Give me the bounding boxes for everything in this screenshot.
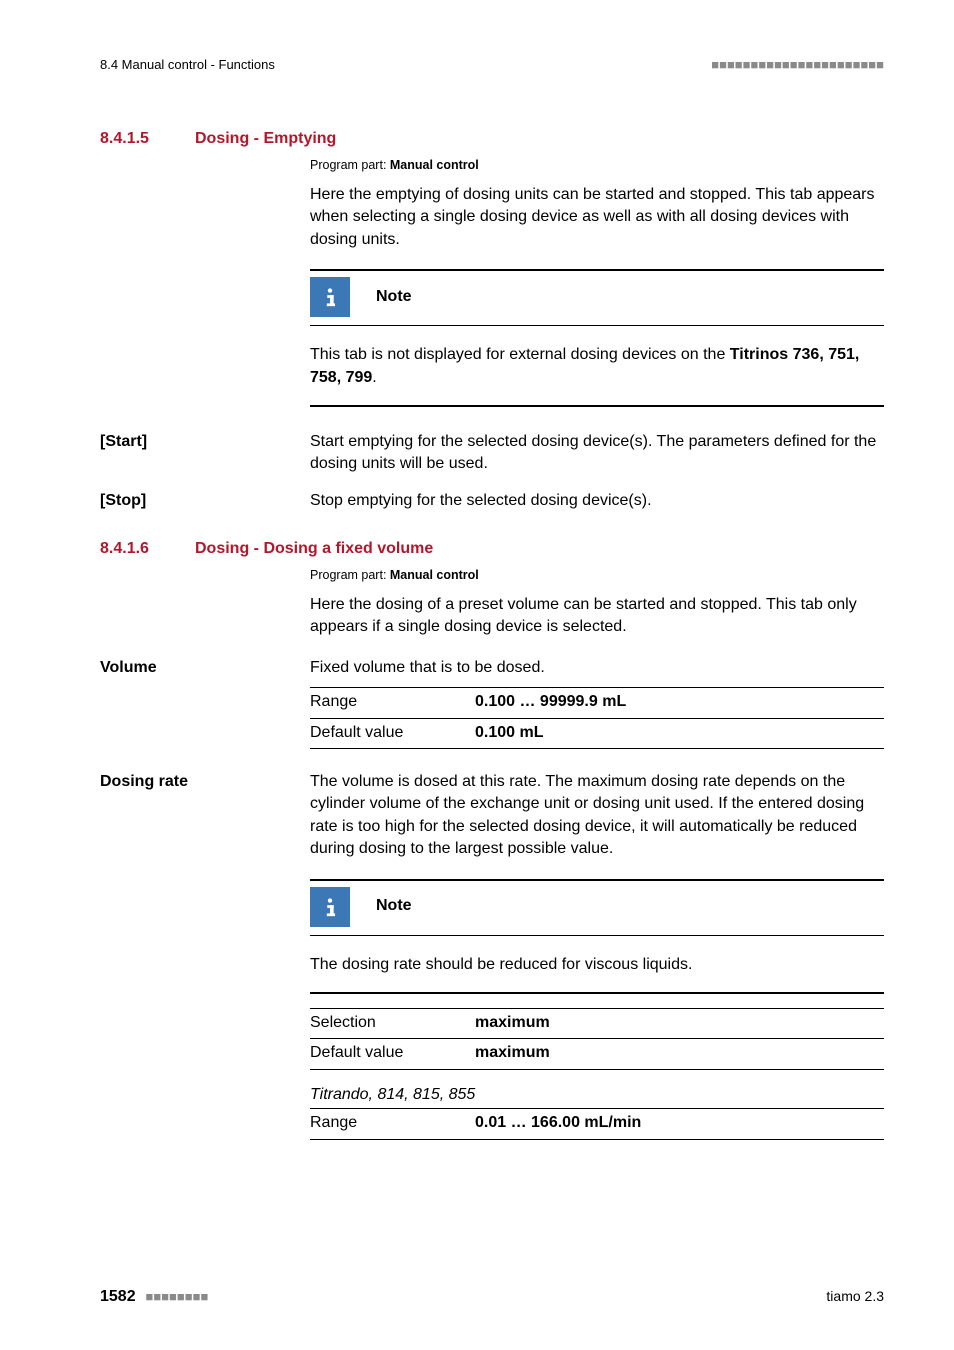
kv-key: Default value	[310, 722, 475, 744]
kv-key: Default value	[310, 1042, 475, 1064]
section-number: 8.4.1.5	[100, 128, 195, 150]
section-heading: 8.4.1.5 Dosing - Emptying	[100, 128, 884, 150]
program-part: Program part: Manual control	[310, 567, 884, 585]
kv-row: Default value maximum	[310, 1039, 884, 1069]
param-row: [Stop] Stop emptying for the selected do…	[100, 490, 884, 512]
note-label: Note	[376, 895, 412, 917]
header-dashes: ■■■■■■■■■■■■■■■■■■■■■■	[711, 56, 884, 74]
section-number: 8.4.1.6	[100, 538, 195, 560]
param-row: [Start] Start emptying for the selected …	[100, 431, 884, 476]
program-part-value: Manual control	[390, 158, 479, 172]
section-heading: 8.4.1.6 Dosing - Dosing a fixed volume	[100, 538, 884, 560]
kv-value: maximum	[475, 1042, 550, 1064]
footer-product: tiamo 2.3	[826, 1287, 884, 1307]
footer-left: 1582 ■■■■■■■■	[100, 1286, 208, 1308]
kv-value: maximum	[475, 1012, 550, 1034]
kv-row: Range 0.100 … 99999.9 mL	[310, 688, 884, 718]
param-label: Volume	[100, 657, 310, 679]
kv-block: Range 0.100 … 99999.9 mL Default value 0…	[310, 687, 884, 749]
kv-row: Selection maximum	[310, 1009, 884, 1039]
param-label: [Stop]	[100, 490, 310, 512]
param-body: Start emptying for the selected dosing d…	[310, 431, 884, 476]
kv-row: Default value 0.100 mL	[310, 719, 884, 749]
param-body: The volume is dosed at this rate. The ma…	[310, 771, 884, 1140]
section-title: Dosing - Emptying	[195, 128, 336, 150]
param-description: Fixed volume that is to be dosed.	[310, 657, 884, 679]
info-icon	[310, 887, 350, 927]
param-label: Dosing rate	[100, 771, 310, 793]
param-body: Fixed volume that is to be dosed. Range …	[310, 657, 884, 749]
param-body: Stop emptying for the selected dosing de…	[310, 490, 884, 512]
note-box: Note The dosing rate should be reduced f…	[310, 879, 884, 994]
section-body: Program part: Manual control Here the em…	[310, 157, 884, 407]
note-body: This tab is not displayed for external d…	[310, 326, 884, 389]
note-body: The dosing rate should be reduced for vi…	[310, 936, 884, 976]
kv-row: Range 0.01 … 166.00 mL/min	[310, 1109, 884, 1139]
param-description: The volume is dosed at this rate. The ma…	[310, 771, 884, 861]
header-section-path: 8.4 Manual control - Functions	[100, 56, 275, 74]
kv-key: Range	[310, 1112, 475, 1134]
note-head: Note	[310, 881, 884, 936]
param-row: Dosing rate The volume is dosed at this …	[100, 771, 884, 1140]
note-text-post: .	[372, 369, 376, 386]
kv-value: 0.01 … 166.00 mL/min	[475, 1112, 641, 1134]
param-row: Volume Fixed volume that is to be dosed.…	[100, 657, 884, 749]
note-label: Note	[376, 286, 412, 308]
note-text-pre: This tab is not displayed for external d…	[310, 346, 730, 363]
kv-block: Selection maximum Default value maximum	[310, 1008, 884, 1070]
param-label: [Start]	[100, 431, 310, 453]
kv-value: 0.100 … 99999.9 mL	[475, 691, 626, 713]
program-part-value: Manual control	[390, 568, 479, 582]
header: 8.4 Manual control - Functions ■■■■■■■■■…	[100, 56, 884, 74]
device-subheader: Titrando, 814, 815, 855	[310, 1084, 884, 1109]
program-part: Program part: Manual control	[310, 157, 884, 175]
page: 8.4 Manual control - Functions ■■■■■■■■■…	[0, 0, 954, 1350]
note-box: Note This tab is not displayed for exter…	[310, 269, 884, 407]
info-icon	[310, 277, 350, 317]
kv-key: Selection	[310, 1012, 475, 1034]
section-title: Dosing - Dosing a fixed volume	[195, 538, 433, 560]
note-head: Note	[310, 271, 884, 326]
kv-key: Range	[310, 691, 475, 713]
footer: 1582 ■■■■■■■■ tiamo 2.3	[100, 1286, 884, 1308]
program-part-label: Program part:	[310, 568, 390, 582]
program-part-label: Program part:	[310, 158, 390, 172]
kv-value: 0.100 mL	[475, 722, 543, 744]
footer-dashes: ■■■■■■■■	[145, 1289, 208, 1304]
section-intro: Here the dosing of a preset volume can b…	[310, 594, 884, 639]
page-number: 1582	[100, 1288, 136, 1305]
section-intro: Here the emptying of dosing units can be…	[310, 184, 884, 251]
section-body: Program part: Manual control Here the do…	[310, 567, 884, 639]
